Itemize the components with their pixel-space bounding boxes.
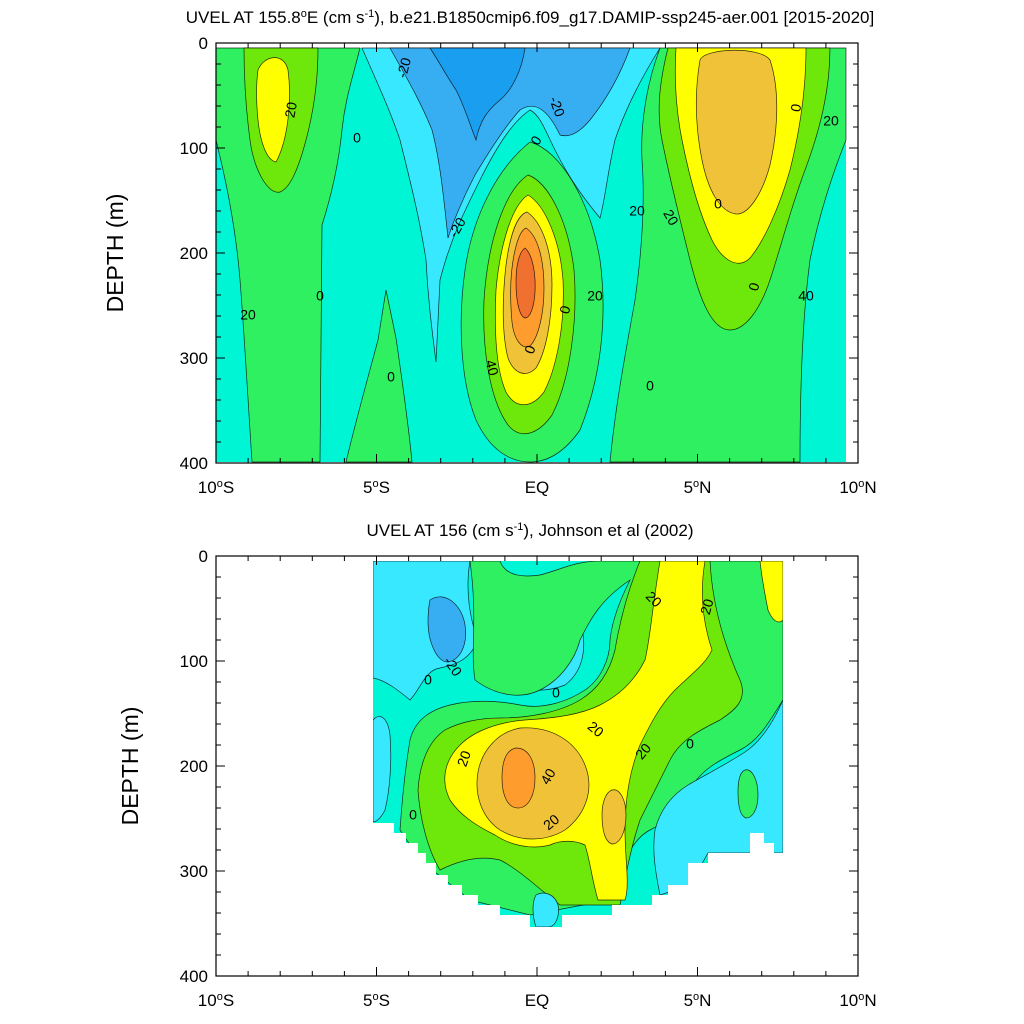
p2-pos30-east-strip bbox=[759, 561, 783, 623]
contour-label: 20 bbox=[660, 207, 682, 229]
y-tick-label: 200 bbox=[180, 757, 208, 776]
contour-label: 40 bbox=[798, 288, 814, 304]
contour-label: 20 bbox=[697, 597, 717, 616]
contour-label: 0 bbox=[714, 196, 722, 212]
x-tick-label: 5oN bbox=[684, 991, 712, 1010]
contour-label: 0 bbox=[424, 672, 432, 688]
panel-1-contour-fills bbox=[216, 47, 847, 463]
y-tick-label: 200 bbox=[180, 244, 208, 263]
x-tick-label: EQ bbox=[525, 991, 550, 1010]
y-tick-label: 400 bbox=[180, 454, 208, 473]
p2-pos10-east-blob bbox=[737, 769, 759, 819]
contour-label: 20 bbox=[240, 307, 256, 323]
x-tick-label: 5oS bbox=[363, 478, 390, 497]
contour-label: 0 bbox=[353, 130, 361, 146]
contour-label: 40 bbox=[537, 765, 559, 787]
p1-neg20-tongue bbox=[389, 47, 631, 239]
contour-label: -20 bbox=[546, 94, 568, 119]
contour-label: 0 bbox=[686, 736, 694, 752]
contour-label: 0 bbox=[387, 369, 395, 385]
p1-euc-60 bbox=[515, 247, 536, 319]
p1-south-wedge bbox=[345, 289, 413, 463]
y-tick-label: 400 bbox=[180, 967, 208, 986]
p1-neg30-core bbox=[429, 47, 526, 142]
panel-2-ylabel: DEPTH (m) bbox=[117, 707, 143, 826]
contour-label: 20 bbox=[629, 203, 645, 219]
x-tick-label: 10oS bbox=[198, 478, 234, 497]
p2-neg20-west bbox=[427, 596, 466, 663]
x-tick-label: 10oS bbox=[198, 991, 234, 1010]
p2-pos40-east bbox=[601, 789, 627, 845]
contour-label: 40 bbox=[483, 358, 503, 377]
p2-neg10-bottom bbox=[532, 892, 559, 927]
contour-label: 0 bbox=[409, 807, 417, 823]
y-tick-label: 300 bbox=[180, 349, 208, 368]
contour-label: 0 bbox=[745, 281, 763, 293]
contour-label: 0 bbox=[787, 102, 804, 113]
p2-neg10-west bbox=[373, 561, 479, 701]
contour-label: 0 bbox=[646, 378, 654, 394]
x-tick-label: 10oN bbox=[839, 478, 876, 497]
x-tick-label: 10oN bbox=[839, 991, 876, 1010]
y-tick-label: 300 bbox=[180, 862, 208, 881]
contour-label: 20 bbox=[281, 101, 299, 119]
p2-zero-west-strip bbox=[373, 716, 392, 823]
contour-label: 0 bbox=[316, 288, 324, 304]
contour-label: 20 bbox=[454, 748, 474, 768]
contour-label: 20 bbox=[587, 288, 603, 304]
p1-north-40 bbox=[696, 49, 778, 215]
contour-label: 0 bbox=[552, 685, 560, 701]
contour-label: -20 bbox=[393, 56, 414, 80]
y-tick-label: 0 bbox=[199, 547, 208, 566]
y-tick-label: 0 bbox=[199, 34, 208, 53]
contour-label: 0 bbox=[556, 304, 574, 316]
contour-label: 20 bbox=[823, 113, 839, 129]
y-tick-label: 100 bbox=[180, 139, 208, 158]
panel-1-ylabel: DEPTH (m) bbox=[102, 194, 128, 313]
x-tick-label: 5oS bbox=[363, 991, 390, 1010]
panel-2-contour-fills bbox=[373, 561, 783, 927]
p2-pos50-main bbox=[501, 747, 536, 809]
panel-1-title: UVEL AT 155.8oE (cm s-1), b.e21.B1850cmi… bbox=[186, 8, 874, 27]
panel-2-title: UVEL AT 156 (cm s-1), Johnson et al (200… bbox=[367, 521, 694, 540]
x-tick-label: 5oN bbox=[684, 478, 712, 497]
y-tick-label: 100 bbox=[180, 652, 208, 671]
x-tick-label: EQ bbox=[525, 478, 550, 497]
p1-left-30-core bbox=[256, 57, 290, 163]
